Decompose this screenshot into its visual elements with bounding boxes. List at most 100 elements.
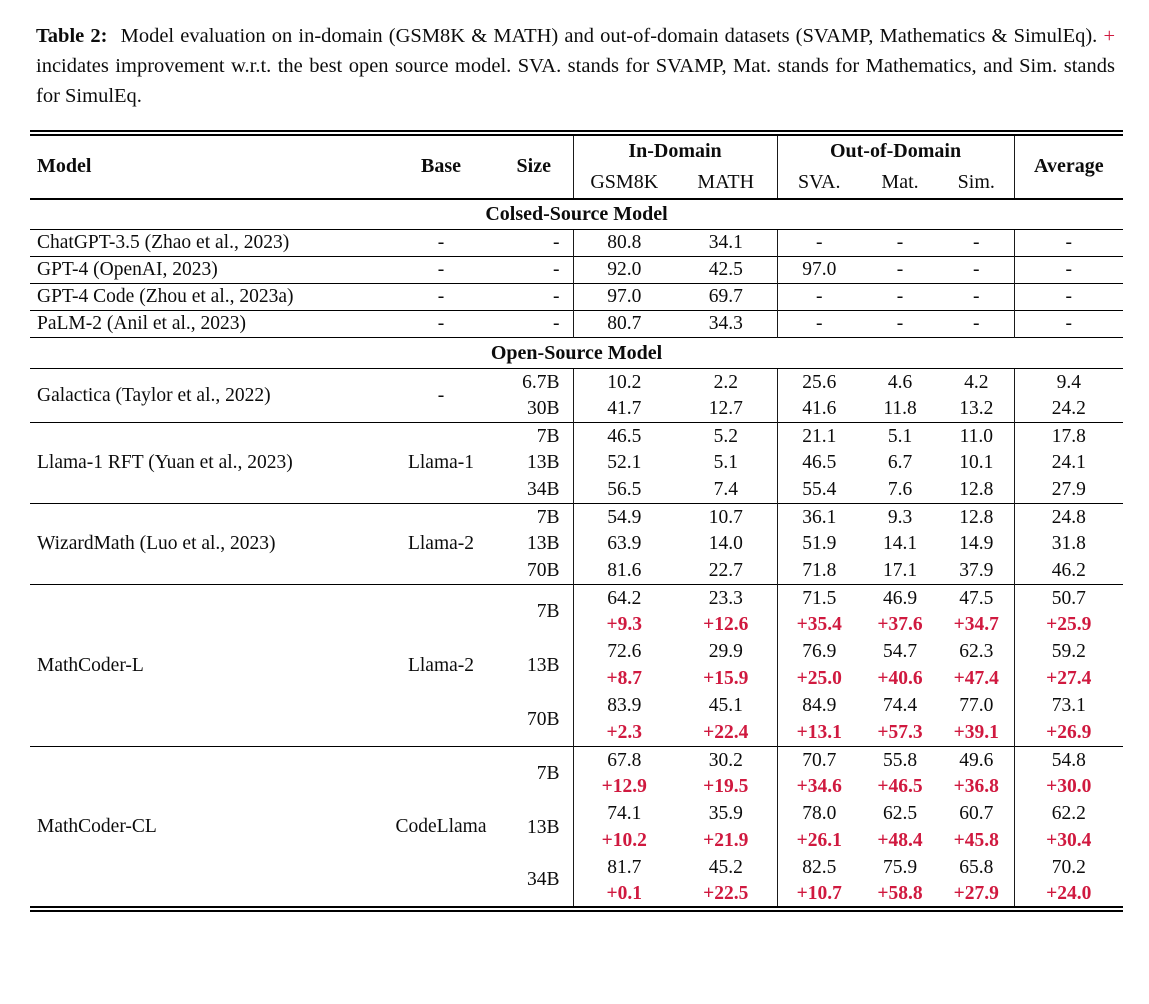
delta-cell: +22.4 bbox=[703, 722, 749, 744]
delta-cell: +34.7 bbox=[953, 614, 999, 636]
delta-cell: +13.1 bbox=[776, 719, 862, 747]
score-cell: - bbox=[1013, 310, 1124, 338]
score-cell: 11.8 bbox=[883, 398, 917, 420]
section-title: Colsed-Source Model bbox=[30, 198, 1124, 231]
delta-cell: +34.6 bbox=[776, 773, 862, 801]
score-cell: 62.5 bbox=[882, 803, 918, 825]
base-cell: - bbox=[387, 368, 495, 423]
score-cell: 59.2 bbox=[1013, 638, 1124, 666]
score-cell: 17.8 bbox=[1013, 422, 1124, 450]
column-group-in-domain: In-Domain bbox=[572, 132, 778, 168]
section-row: Open-Source Model bbox=[30, 337, 1124, 370]
score-cell: - bbox=[861, 229, 940, 257]
paper-page: Table 2: Model evaluation on in-domain (… bbox=[30, 25, 1124, 912]
score-cell: 62.2 bbox=[1013, 800, 1124, 828]
size-cell: 13B bbox=[526, 816, 560, 838]
score-row: 13B 74.1 35.9 78.0 62.5 60.7 62.2 bbox=[30, 800, 1124, 838]
score-cell: 35.9 bbox=[708, 803, 743, 825]
column-header-base: Base bbox=[421, 155, 461, 178]
score-cell: 54.7 bbox=[882, 641, 918, 663]
caption-label: Table 2: bbox=[36, 25, 108, 47]
column-header-model: Model bbox=[37, 155, 92, 178]
score-row: Llama-1 RFT (Yuan et al., 2023) Llama-1 7B… bbox=[30, 422, 1124, 504]
score-cell: 14.9 bbox=[959, 533, 994, 555]
model-cell: Galactica (Taylor et al., 2022) bbox=[30, 368, 387, 423]
column-header-mathematics: Mat. bbox=[881, 171, 919, 194]
score-cell: - bbox=[1013, 229, 1124, 257]
column-header-size: Size bbox=[516, 155, 551, 178]
delta-cell: +25.9 bbox=[1013, 611, 1124, 639]
size-cell: 34B bbox=[526, 869, 560, 891]
score-cell: 24.1 bbox=[1013, 449, 1124, 477]
size-cell: 13B bbox=[526, 654, 560, 676]
delta-cell: +57.3 bbox=[877, 722, 923, 744]
delta-row: +10.2 +21.9 +26.1 +48.4 +45.8 +30.4 bbox=[30, 827, 1124, 855]
column-group-out-of-domain: Out-of-Domain bbox=[776, 132, 1015, 168]
size-cell: 7B bbox=[495, 422, 573, 450]
score-cell: 46.9 bbox=[861, 584, 940, 612]
score-cell: 17.1 bbox=[882, 560, 918, 582]
score-cell: 80.7 bbox=[572, 310, 675, 338]
score-cell: 55.8 bbox=[861, 746, 940, 774]
delta-cell: +36.8 bbox=[953, 776, 999, 798]
column-header-simuleq: Sim. bbox=[957, 171, 995, 194]
score-cell: - bbox=[939, 283, 1015, 311]
score-cell: 81.7 bbox=[572, 854, 675, 882]
delta-cell: +47.4 bbox=[953, 668, 999, 690]
delta-cell: +0.1 bbox=[572, 881, 675, 909]
caption-plus-sign: + bbox=[1103, 25, 1116, 47]
results-table-body: Colsed-Source Model ChatGPT-3.5 (Zhao et … bbox=[30, 198, 1124, 909]
score-cell: - bbox=[861, 283, 940, 311]
score-cell: 23.3 bbox=[675, 584, 778, 612]
caption-text-after-plus: incidates improvement w.r.t. the best op… bbox=[36, 54, 1115, 107]
score-cell: 12.8 bbox=[939, 503, 1015, 531]
score-cell: 46.2 bbox=[1013, 557, 1124, 585]
score-cell: - bbox=[939, 310, 1015, 338]
column-header-svamp: SVA. bbox=[776, 167, 862, 199]
score-cell: - bbox=[1013, 283, 1124, 311]
section-title: Open-Source Model bbox=[30, 337, 1124, 370]
delta-row: +8.7 +15.9 +25.0 +40.6 +47.4 +27.4 bbox=[30, 665, 1124, 693]
score-cell: 77.0 bbox=[959, 695, 994, 717]
score-cell: 4.6 bbox=[861, 368, 940, 396]
score-row: MathCoder-CL CodeLlama 7B 67.8 30.2 70.7 55.8 4… bbox=[30, 746, 1124, 909]
base-cell: - bbox=[387, 229, 495, 257]
score-row: 34B 81.7 45.2 82.5 75.9 65.8 70.2 bbox=[30, 854, 1124, 890]
delta-cell: +10.7 bbox=[776, 881, 862, 909]
size-cell: 70B bbox=[526, 708, 560, 730]
score-cell: 2.2 bbox=[675, 368, 778, 396]
model-cell: WizardMath (Luo et al., 2023) bbox=[30, 503, 387, 585]
score-cell: 54.9 bbox=[572, 503, 675, 531]
score-cell: 12.8 bbox=[959, 479, 994, 501]
score-cell: 60.7 bbox=[959, 803, 994, 825]
delta-row: +0.1 +22.5 +10.7 +58.8 +27.9 +24.0 bbox=[30, 881, 1124, 909]
score-cell: 34.1 bbox=[675, 229, 778, 257]
score-cell: 78.0 bbox=[776, 800, 862, 828]
score-cell: 46.5 bbox=[572, 422, 675, 450]
score-row: 70B 83.9 45.1 84.9 74.4 77.0 73.1 bbox=[30, 692, 1124, 730]
column-header-math: MATH bbox=[697, 171, 755, 194]
delta-cell: +19.5 bbox=[703, 776, 749, 798]
score-row: GPT-4 (OpenAI, 2023) - -92.0 42.5 97.0- - - bbox=[30, 256, 1124, 284]
size-cell: 7B bbox=[495, 503, 573, 531]
delta-cell: +37.6 bbox=[877, 614, 923, 636]
score-cell: 24.8 bbox=[1013, 503, 1124, 531]
score-cell: - bbox=[776, 310, 862, 338]
score-cell: 41.6 bbox=[776, 395, 862, 423]
score-cell: 7.6 bbox=[887, 479, 913, 501]
delta-cell: +35.4 bbox=[776, 611, 862, 639]
score-cell: 36.1 bbox=[776, 503, 862, 531]
score-cell: 67.8 bbox=[572, 746, 675, 774]
results-table-header: Model Base Size In-Domain Out-of-Domain … bbox=[30, 132, 1124, 199]
score-cell: 13.2 bbox=[959, 398, 994, 420]
score-cell: - bbox=[861, 310, 940, 338]
score-cell: 69.7 bbox=[675, 283, 778, 311]
score-cell: 75.9 bbox=[882, 857, 918, 879]
score-cell: 55.4 bbox=[776, 476, 862, 504]
base-cell: - bbox=[387, 310, 495, 338]
score-row: 70B 81.6 22.7 71.8 17.1 37.9 46.2 bbox=[30, 557, 1124, 585]
score-cell: 80.8 bbox=[572, 229, 675, 257]
delta-cell: +26.1 bbox=[776, 827, 862, 855]
score-cell: 72.6 bbox=[572, 638, 675, 666]
size-cell: - bbox=[495, 229, 573, 257]
